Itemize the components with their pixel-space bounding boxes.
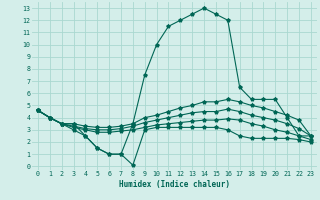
X-axis label: Humidex (Indice chaleur): Humidex (Indice chaleur): [119, 180, 230, 189]
